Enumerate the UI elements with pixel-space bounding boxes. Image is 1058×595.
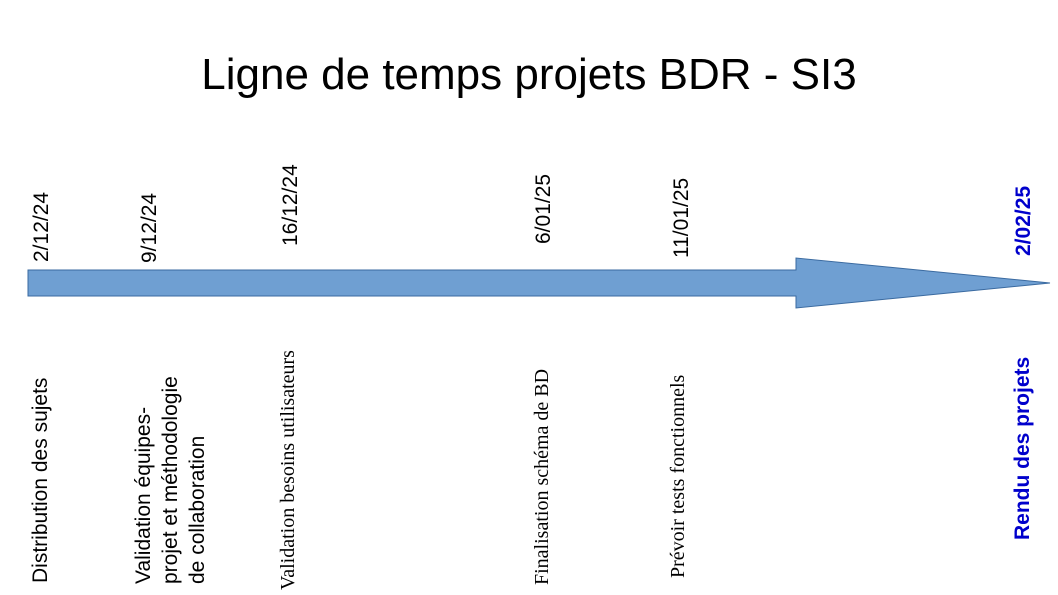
milestone-date-6: 2/02/25 xyxy=(1012,185,1035,256)
milestone-label-1: Distribution des sujets xyxy=(29,377,52,583)
page-title: Ligne de temps projets BDR - SI3 xyxy=(201,50,857,99)
timeline-arrow-shape xyxy=(27,257,1051,309)
milestone-date-1: 2/12/24 xyxy=(30,191,53,262)
milestone-label-2: Validation équipes- projet et méthodolog… xyxy=(132,376,209,584)
milestone-label-4: Finalisation schéma de BD xyxy=(531,368,553,585)
milestone-label-5: Prévoir tests fonctionnels xyxy=(667,374,689,578)
milestone-date-3: 16/12/24 xyxy=(279,164,302,246)
milestone-date-5: 11/01/25 xyxy=(670,177,693,258)
milestone-date-4: 6/01/25 xyxy=(532,173,555,244)
milestone-label-3: Validation besoins utilisateurs xyxy=(277,350,299,590)
milestone-date-2: 9/12/24 xyxy=(138,192,161,263)
milestone-label-6: Rendu des projets xyxy=(1011,356,1034,540)
